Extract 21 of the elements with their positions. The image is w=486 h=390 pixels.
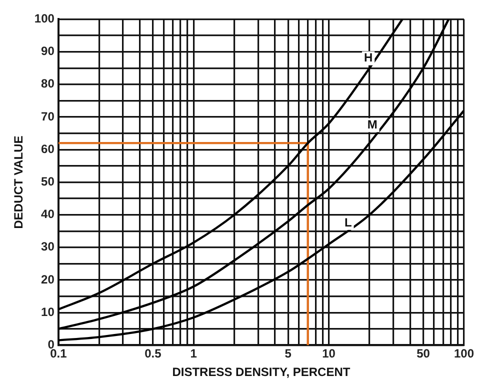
y-tick-label: 10 [41, 304, 55, 319]
y-tick-label: 70 [41, 109, 55, 124]
y-tick-label: 90 [41, 44, 55, 58]
x-tick-label: 100 [454, 346, 474, 361]
x-tick-label: 10 [322, 346, 336, 361]
y-tick-label: 40 [41, 207, 55, 222]
x-tick-label: 1 [190, 346, 198, 361]
x-tick-label: 0.5 [144, 346, 162, 361]
y-tick-label: 20 [41, 272, 55, 286]
annotation: M [367, 117, 378, 132]
x-tick-label: 5 [284, 346, 292, 361]
annotation: H [364, 50, 373, 65]
y-axis-title: DEDUCT VALUE [12, 136, 26, 229]
y-tick-label: 60 [41, 142, 55, 156]
y-tick-label: 50 [41, 174, 55, 189]
annotation: L [344, 215, 352, 230]
y-tick-label: 30 [41, 240, 55, 254]
y-tick-label: 100 [34, 12, 55, 26]
y-tick-label: 80 [41, 76, 55, 91]
x-axis-title: DISTRESS DENSITY, PERCENT [172, 365, 351, 380]
x-tick-label: 50 [416, 346, 430, 361]
